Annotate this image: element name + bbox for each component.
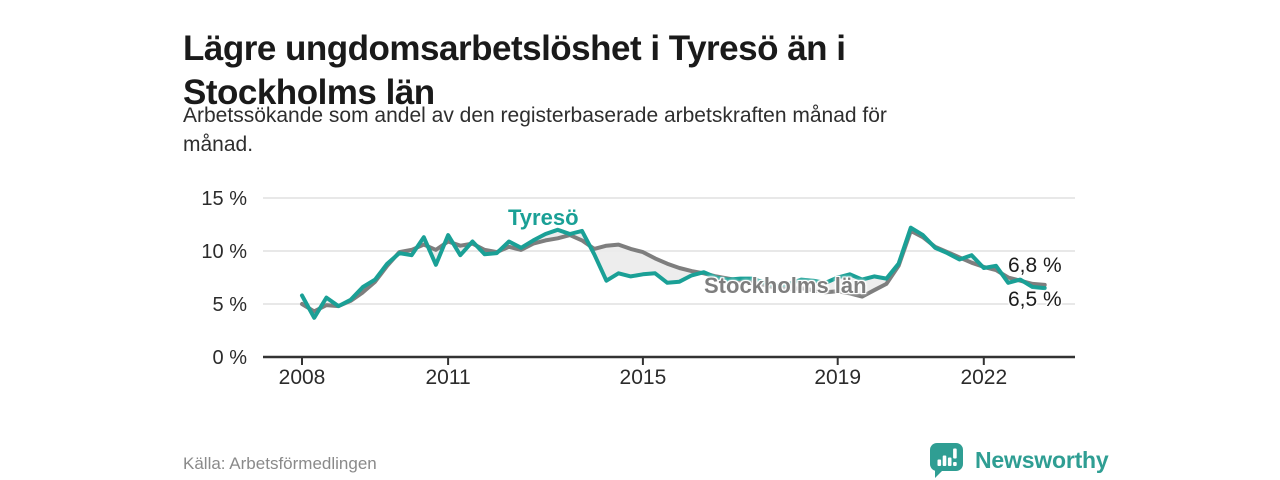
series-line-tyreso xyxy=(300,225,1047,320)
x-axis-tick-label: 2015 xyxy=(620,366,667,389)
x-axis-tick-label: 2011 xyxy=(426,366,471,389)
newsworthy-logo: Newsworthy xyxy=(929,442,1109,479)
x-axis-tick-label: 2019 xyxy=(814,366,861,389)
source-note: Källa: Arbetsförmedlingen xyxy=(183,454,377,473)
y-axis-tick-label: 10 % xyxy=(201,241,247,263)
title-line-1: Lägre ungdomsarbetslöshet i Tyresö än i xyxy=(183,29,846,69)
x-axis-tick-label: 2008 xyxy=(279,366,326,389)
x-axis-tick-label: 2022 xyxy=(960,366,1007,389)
newsworthy-logo-icon xyxy=(930,443,963,478)
chart-subtitle: Arbetssökande som andel av den registerb… xyxy=(183,101,1083,159)
end-value-stockholms-lan: 6,8 % xyxy=(1008,254,1062,277)
y-axis-tick-label: 5 % xyxy=(213,294,248,316)
series-label-tyreso: Tyresö xyxy=(508,205,579,230)
y-axis-tick-label: 15 % xyxy=(201,188,247,210)
newsworthy-logo-text: Newsworthy xyxy=(975,447,1109,473)
series-label-stockholms-lan: Stockholms län xyxy=(704,273,867,298)
title-line-2: Stockholms län xyxy=(183,73,435,113)
page-title: Lägre ungdomsarbetslöshet i Tyresö än i … xyxy=(183,27,1083,115)
subtitle-line-1: Arbetssökande som andel av den registerb… xyxy=(183,104,887,127)
y-axis-tick-label: 0 % xyxy=(213,347,248,369)
subtitle-line-2: månad. xyxy=(183,133,254,156)
end-value-tyreso: 6,5 % xyxy=(1008,288,1062,311)
